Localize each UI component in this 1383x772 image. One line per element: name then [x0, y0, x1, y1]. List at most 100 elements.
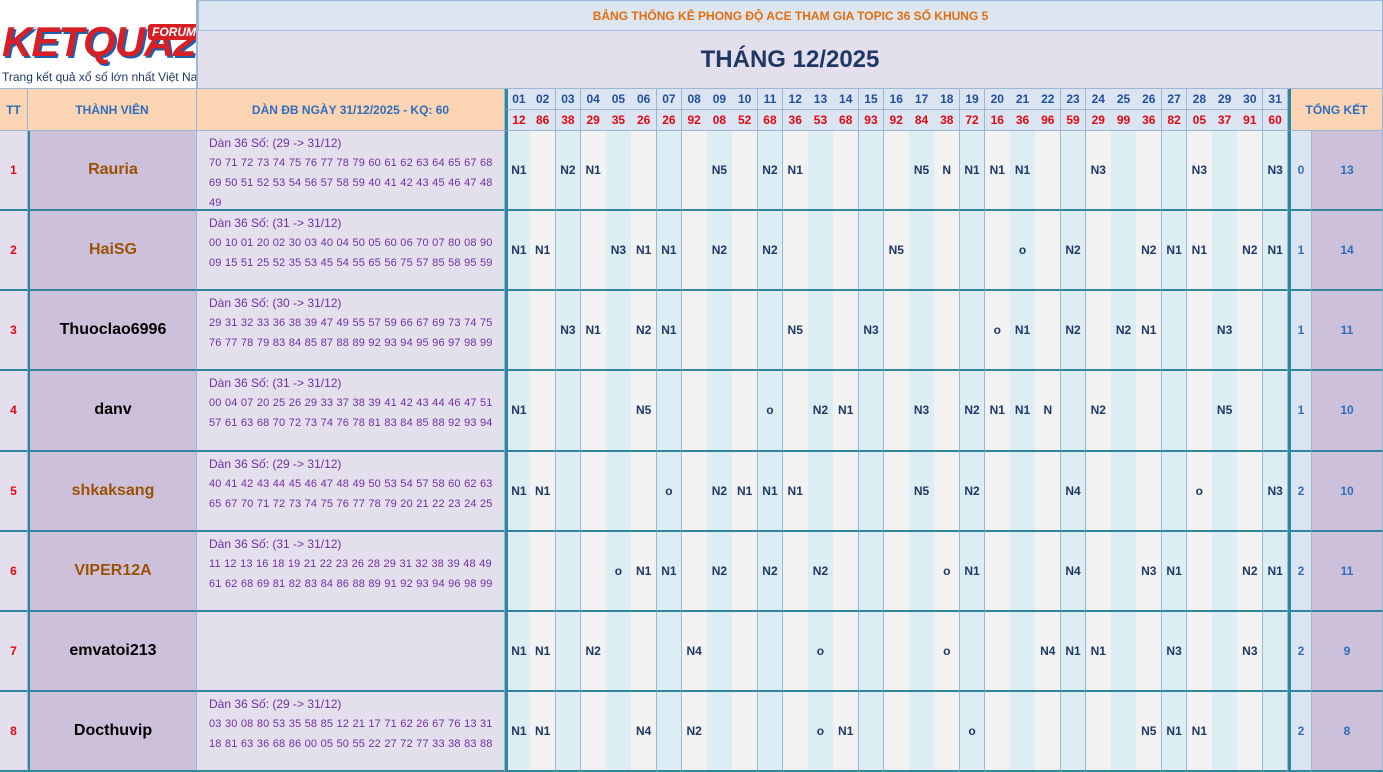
day-result: 91: [1237, 110, 1264, 131]
day-cell: N4: [1060, 451, 1087, 532]
day-mark: N2: [762, 243, 778, 258]
day-mark: o: [968, 723, 976, 738]
day-cell: [1237, 131, 1264, 212]
day-cell: [1212, 451, 1238, 532]
day-cell: [833, 611, 860, 692]
day-cell: N5: [909, 131, 935, 212]
day-result: 36: [1136, 110, 1163, 131]
day-cell: [1060, 691, 1087, 772]
day-cell: [681, 131, 708, 212]
day-cell: [808, 211, 834, 292]
day-cell: [858, 371, 885, 452]
day-cell: N3: [909, 371, 935, 452]
day-cell: N: [1035, 371, 1062, 452]
day-cell: N3: [1085, 131, 1112, 212]
day-cell: N5: [1136, 691, 1163, 772]
day-header: 20: [984, 89, 1011, 110]
day-cell: [959, 211, 986, 292]
dan-cell: Dàn 36 Số: (30 -> 31/12) 29 31 32 33 36 3…: [197, 291, 505, 372]
day-cell: [1111, 371, 1137, 452]
day-cell: N1: [1010, 291, 1036, 372]
day-header: 03: [555, 89, 582, 110]
day-cell: [1136, 611, 1163, 692]
day-cell: [757, 611, 784, 692]
day-cell: [555, 531, 582, 612]
day-header: 10: [732, 89, 759, 110]
day-mark: N1: [989, 163, 1005, 178]
day-mark: N2: [711, 483, 728, 498]
day-mark: N2: [635, 323, 652, 338]
day-cell: [757, 691, 784, 772]
day-cell: [808, 451, 834, 532]
day-cell: [530, 371, 556, 452]
day-cell: N3: [1262, 131, 1289, 212]
day-header: 07: [656, 89, 683, 110]
dan-title: Dàn 36 Số: (29 -> 31/12): [209, 456, 342, 471]
day-header: 08: [681, 89, 708, 110]
day-mark: N1: [511, 243, 527, 258]
day-cell: [530, 131, 556, 212]
total-a: 1: [1288, 211, 1312, 292]
day-mark: N1: [1014, 163, 1031, 178]
dan-numbers: 00 04 07 20 25 26 29 33 37 38 39 41 42 4…: [209, 397, 493, 430]
day-cell: [631, 451, 658, 532]
total-b: 13: [1312, 131, 1383, 212]
day-cell: N1: [1136, 291, 1163, 372]
day-cell: N1: [656, 531, 683, 612]
day-cell: N3: [1237, 611, 1264, 692]
day-result: 26: [656, 110, 683, 131]
day-cell: o: [984, 291, 1011, 372]
day-result: 60: [1262, 110, 1289, 131]
dan-title: Dàn 36 Số: (29 -> 31/12): [209, 136, 342, 150]
day-cell: [883, 291, 910, 372]
day-cell: [1085, 291, 1112, 372]
day-header: 16: [883, 89, 910, 110]
day-cell: [833, 211, 860, 292]
day-cell: [858, 531, 885, 612]
day-cell: N2: [580, 611, 607, 692]
day-mark: N2: [762, 163, 778, 178]
day-mark: N3: [1267, 163, 1283, 178]
day-cell: [555, 611, 582, 692]
row-number: 1: [0, 131, 28, 212]
day-mark: N5: [635, 403, 652, 418]
day-cell: N1: [1060, 611, 1087, 692]
day-cell: [631, 131, 658, 212]
day-cell: [1111, 691, 1137, 772]
day-mark: N5: [913, 483, 930, 498]
day-header: 18: [934, 89, 961, 110]
dan-title: Dàn 36 Số: (31 -> 31/12): [209, 536, 342, 551]
day-cell: [580, 451, 607, 532]
day-cell: [782, 371, 809, 452]
member-name: emvatoi213: [28, 611, 197, 692]
dan-cell: Dàn 36 Số: (31 -> 31/12) 11 12 13 16 18 1…: [197, 531, 505, 612]
day-cell: N2: [1136, 211, 1163, 292]
day-cell: [1085, 531, 1112, 612]
day-mark: N3: [1191, 163, 1207, 178]
dan-numbers: 40 41 42 43 44 45 46 47 48 49 50 53 54 5…: [209, 477, 493, 510]
day-cell: [681, 291, 708, 372]
day-cell: N1: [1010, 131, 1036, 212]
day-cell: [555, 371, 582, 452]
day-cell: [782, 531, 809, 612]
day-cell: [909, 611, 935, 692]
day-cell: o: [808, 611, 834, 692]
day-cell: [1161, 131, 1188, 212]
row-number: 7: [0, 611, 28, 692]
day-cell: N1: [580, 291, 607, 372]
day-cell: N3: [1136, 531, 1163, 612]
day-header: 28: [1186, 89, 1213, 110]
day-cell: [1035, 451, 1062, 532]
day-cell: [1237, 691, 1264, 772]
day-mark: N2: [812, 403, 829, 418]
day-mark: N1: [838, 723, 854, 738]
day-header: 30: [1237, 89, 1264, 110]
day-mark: N3: [1141, 563, 1157, 578]
day-cell: [1111, 211, 1137, 292]
total-a: 1: [1288, 371, 1312, 452]
day-mark: N1: [534, 483, 551, 498]
dan-numbers: 00 10 01 20 02 30 03 40 04 50 05 60 06 7…: [209, 237, 493, 270]
day-cell: [580, 531, 607, 612]
day-cell: N1: [1186, 211, 1213, 292]
day-mark: N1: [787, 483, 803, 498]
